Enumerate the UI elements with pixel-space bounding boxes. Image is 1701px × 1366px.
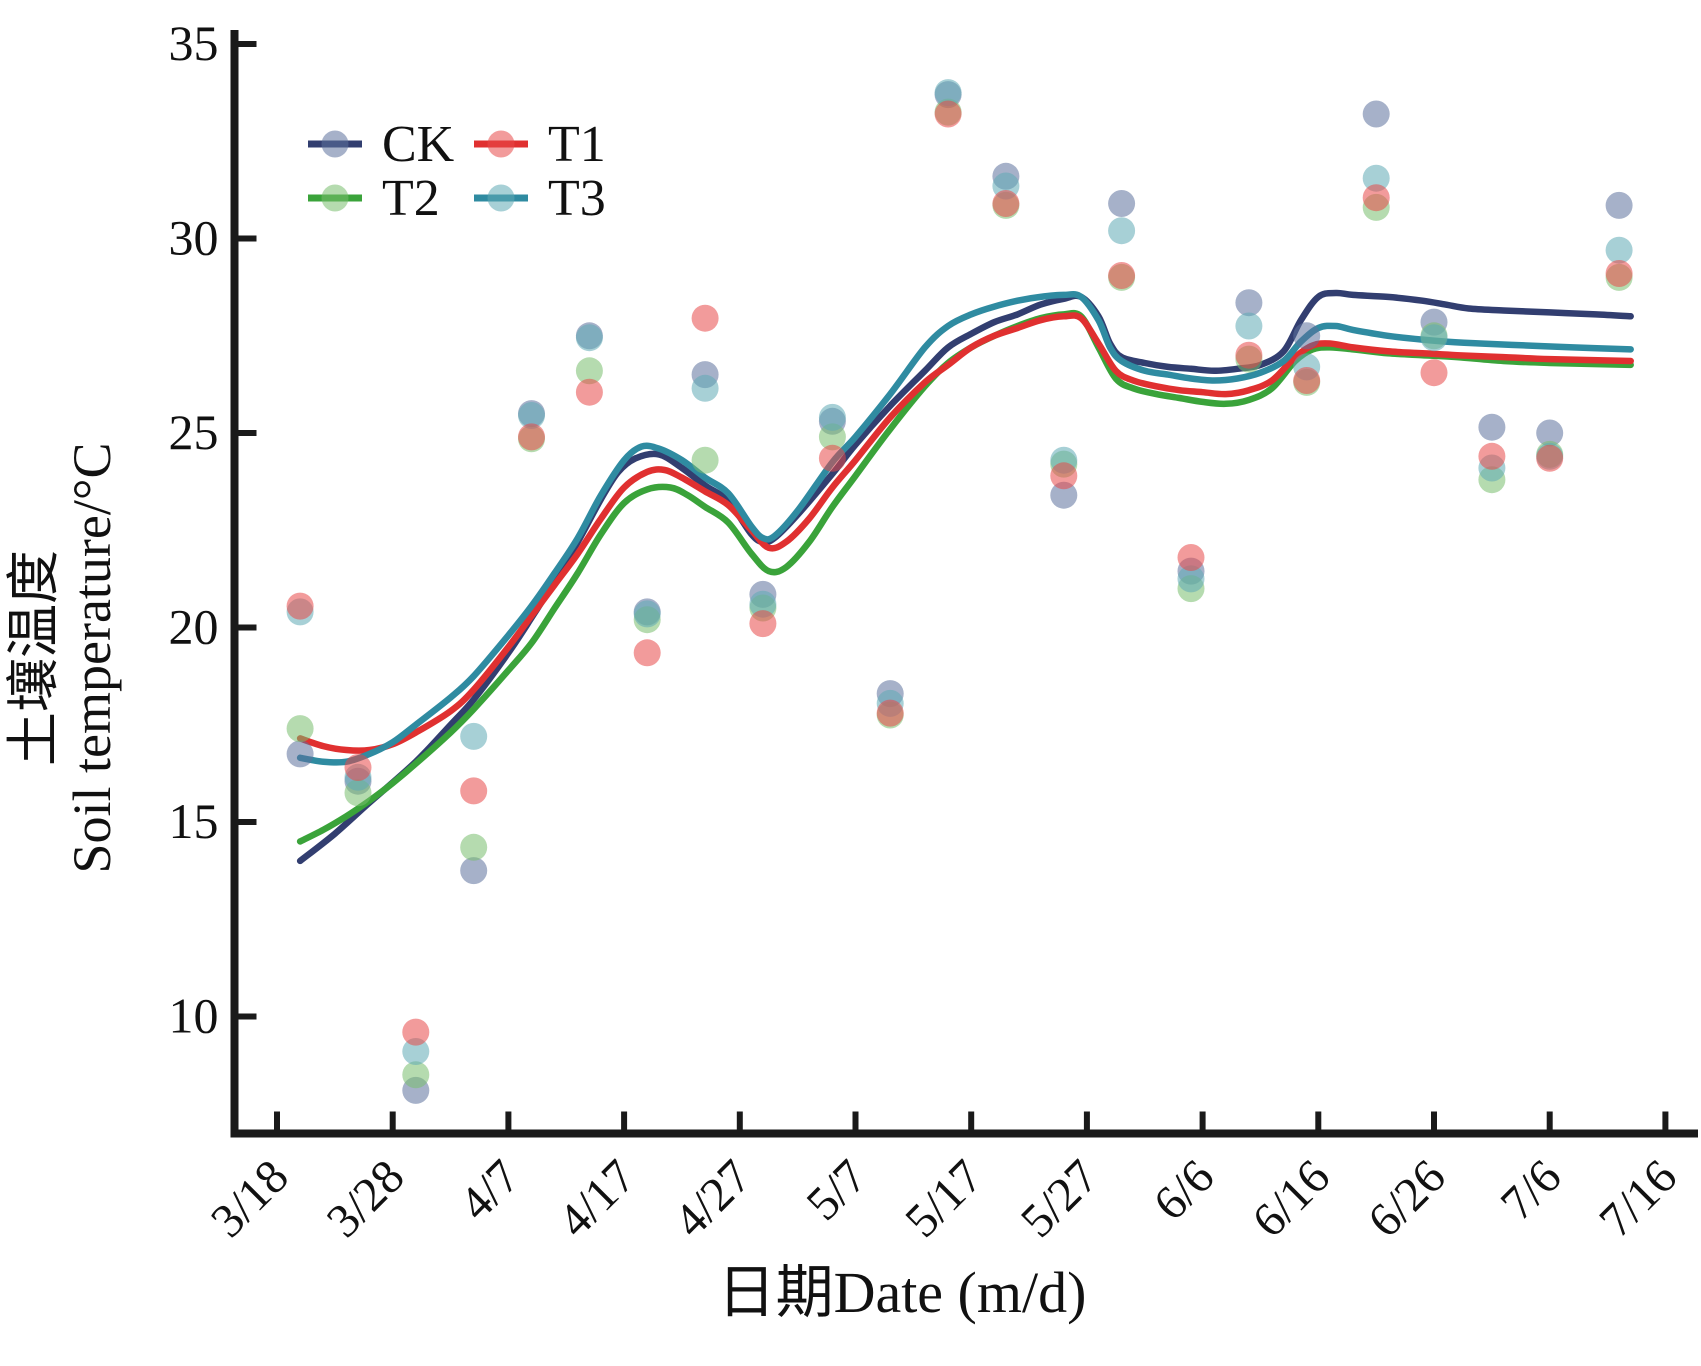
x-tick-label: 7/6 xyxy=(1491,1150,1572,1231)
point-CK xyxy=(1235,289,1263,317)
series-lines xyxy=(296,289,1634,865)
point-T1 xyxy=(818,444,846,472)
legend-marker-T3 xyxy=(487,184,515,212)
point-CK xyxy=(1605,191,1633,219)
x-tick-label: 3/18 xyxy=(201,1150,299,1248)
x-axis-title: 日期Date (m/d) xyxy=(718,1260,1087,1325)
y-tick-label: 30 xyxy=(169,210,219,266)
point-CK xyxy=(286,740,314,768)
legend-label-CK: CK xyxy=(382,116,455,173)
point-T2 xyxy=(818,423,846,451)
point-T3 xyxy=(518,402,545,429)
point-CK xyxy=(1362,100,1390,128)
point-T1 xyxy=(460,777,488,805)
legend-label-T2: T2 xyxy=(382,170,440,227)
point-T1 xyxy=(1420,359,1448,387)
legend-item-T1: T1 xyxy=(474,116,606,173)
point-CK xyxy=(1536,419,1564,447)
point-T1 xyxy=(1050,462,1078,490)
legend-item-T2: T2 xyxy=(308,170,440,227)
x-tick-label: 6/6 xyxy=(1144,1150,1225,1231)
y-tick-label: 20 xyxy=(169,599,219,655)
point-T2 xyxy=(691,446,719,474)
legend-marker-T2 xyxy=(321,184,349,212)
point-T3 xyxy=(1362,164,1390,192)
legend-item-T3: T3 xyxy=(474,170,606,227)
point-T3 xyxy=(691,374,719,402)
point-T1 xyxy=(518,423,545,451)
legend-marker-CK xyxy=(321,130,349,158)
legend-label-T1: T1 xyxy=(548,116,606,173)
point-T1 xyxy=(402,1018,430,1046)
point-T1 xyxy=(749,610,777,638)
point-T1 xyxy=(992,190,1020,217)
y-tick-label: 25 xyxy=(169,404,219,460)
x-tick-label: 7/16 xyxy=(1589,1150,1687,1248)
x-tick-label: 6/16 xyxy=(1242,1150,1340,1248)
x-tick-label: 4/27 xyxy=(664,1150,762,1248)
legend-marker-T1 xyxy=(487,130,515,158)
x-tick-label: 6/26 xyxy=(1358,1150,1456,1248)
point-T1 xyxy=(344,754,372,781)
point-T1 xyxy=(1362,184,1390,212)
series-points xyxy=(286,79,1633,1104)
point-T1 xyxy=(1177,544,1205,571)
legend-item-CK: CK xyxy=(308,116,455,173)
legend: CK T1 T2 T3 xyxy=(308,116,606,227)
point-CK xyxy=(1293,322,1321,350)
point-CK xyxy=(1050,481,1078,509)
y-axis-title-cn: 土壤温度 xyxy=(4,550,64,766)
point-T1 xyxy=(1108,262,1136,289)
point-T3 xyxy=(934,79,962,107)
point-T1 xyxy=(934,100,962,128)
point-CK xyxy=(460,857,488,885)
point-T3 xyxy=(1235,312,1263,340)
line-T2 xyxy=(296,309,1634,845)
point-T3 xyxy=(633,600,661,628)
y-tick-label: 15 xyxy=(169,793,219,849)
point-T1 xyxy=(1293,367,1321,394)
y-axis: 10 15 20 25 30 35 xyxy=(169,15,257,1044)
point-T2 xyxy=(286,715,314,743)
point-T1 xyxy=(691,304,719,332)
y-axis-title-en: Soil temperature/°C xyxy=(62,443,122,874)
legend-label-T3: T3 xyxy=(548,170,606,227)
y-tick-label: 10 xyxy=(169,988,219,1044)
point-T3 xyxy=(402,1038,430,1065)
point-T3 xyxy=(1108,217,1136,245)
line-T3 xyxy=(296,291,1634,766)
point-T1 xyxy=(876,699,904,727)
point-T3 xyxy=(1605,236,1633,264)
y-tick-label: 35 xyxy=(169,15,219,71)
point-CK xyxy=(1478,413,1506,441)
point-T2 xyxy=(575,357,603,385)
x-tick-label: 5/27 xyxy=(1011,1150,1109,1248)
point-CK xyxy=(1108,190,1136,217)
x-tick-label: 4/7 xyxy=(449,1150,530,1231)
x-tick-label: 5/17 xyxy=(895,1150,993,1248)
point-T2 xyxy=(402,1061,430,1089)
point-T3 xyxy=(818,403,846,431)
point-T3 xyxy=(575,324,603,352)
point-T1 xyxy=(1605,260,1633,287)
point-T1 xyxy=(1536,444,1564,472)
point-T3 xyxy=(460,722,488,750)
axes xyxy=(230,30,1698,1138)
point-T3 xyxy=(749,590,777,618)
point-T1 xyxy=(1478,442,1506,470)
x-tick-label: 5/7 xyxy=(796,1150,877,1231)
line-T1 xyxy=(296,312,1634,754)
x-tick-label: 4/17 xyxy=(548,1150,646,1248)
x-tick-label: 3/28 xyxy=(317,1150,415,1248)
point-T1 xyxy=(1235,341,1263,369)
point-T1 xyxy=(286,592,314,620)
point-T3 xyxy=(1177,565,1205,593)
point-T3 xyxy=(1420,324,1448,352)
point-T1 xyxy=(633,639,661,667)
point-T1 xyxy=(575,378,603,406)
point-T2 xyxy=(460,833,488,861)
